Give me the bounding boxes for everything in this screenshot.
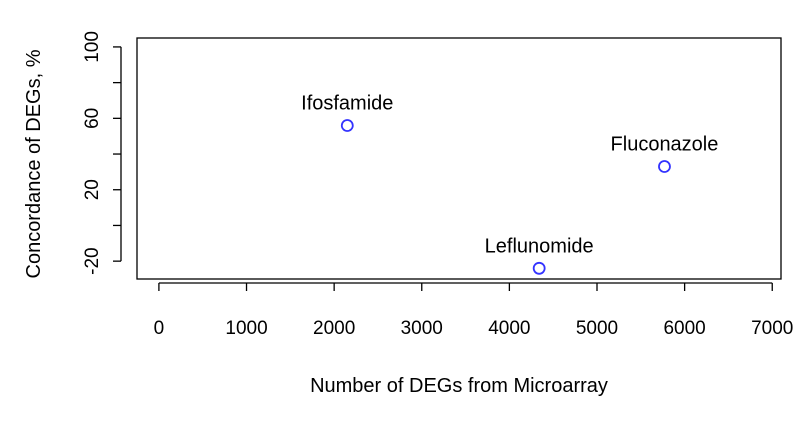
y-tick-label: 60 — [82, 108, 103, 129]
x-tick-label: 1000 — [225, 318, 267, 339]
data-points: Ifosfamide Fluconazole Leflunomide — [301, 92, 719, 275]
data-point — [340, 119, 354, 132]
x-tick-label: 0 — [154, 318, 165, 339]
y-tick-label: 100 — [82, 31, 103, 63]
data-point — [532, 261, 546, 275]
x-tick-label: 7000 — [751, 318, 793, 339]
y-axis-title: Concordance of DEGs, % — [23, 49, 45, 278]
x-tick-label: 5000 — [576, 318, 618, 339]
y-axis: -20 20 60 100 — [82, 31, 122, 275]
x-tick-label: 6000 — [663, 318, 705, 339]
x-axis-title: Number of DEGs from Microarray — [310, 375, 608, 397]
x-tick-label: 2000 — [313, 318, 355, 339]
point-label: Fluconazole — [611, 134, 719, 156]
x-axis: 0 1000 2000 3000 4000 5000 6000 7000 — [154, 282, 793, 339]
y-tick-label: -20 — [82, 247, 103, 274]
x-tick-label: 4000 — [488, 318, 530, 339]
data-point — [658, 160, 671, 173]
point-label: Leflunomide — [485, 235, 594, 257]
y-tick-label: 20 — [82, 179, 103, 200]
x-tick-label: 3000 — [401, 318, 443, 339]
plot-box — [136, 37, 782, 280]
point-label: Ifosfamide — [301, 92, 393, 114]
